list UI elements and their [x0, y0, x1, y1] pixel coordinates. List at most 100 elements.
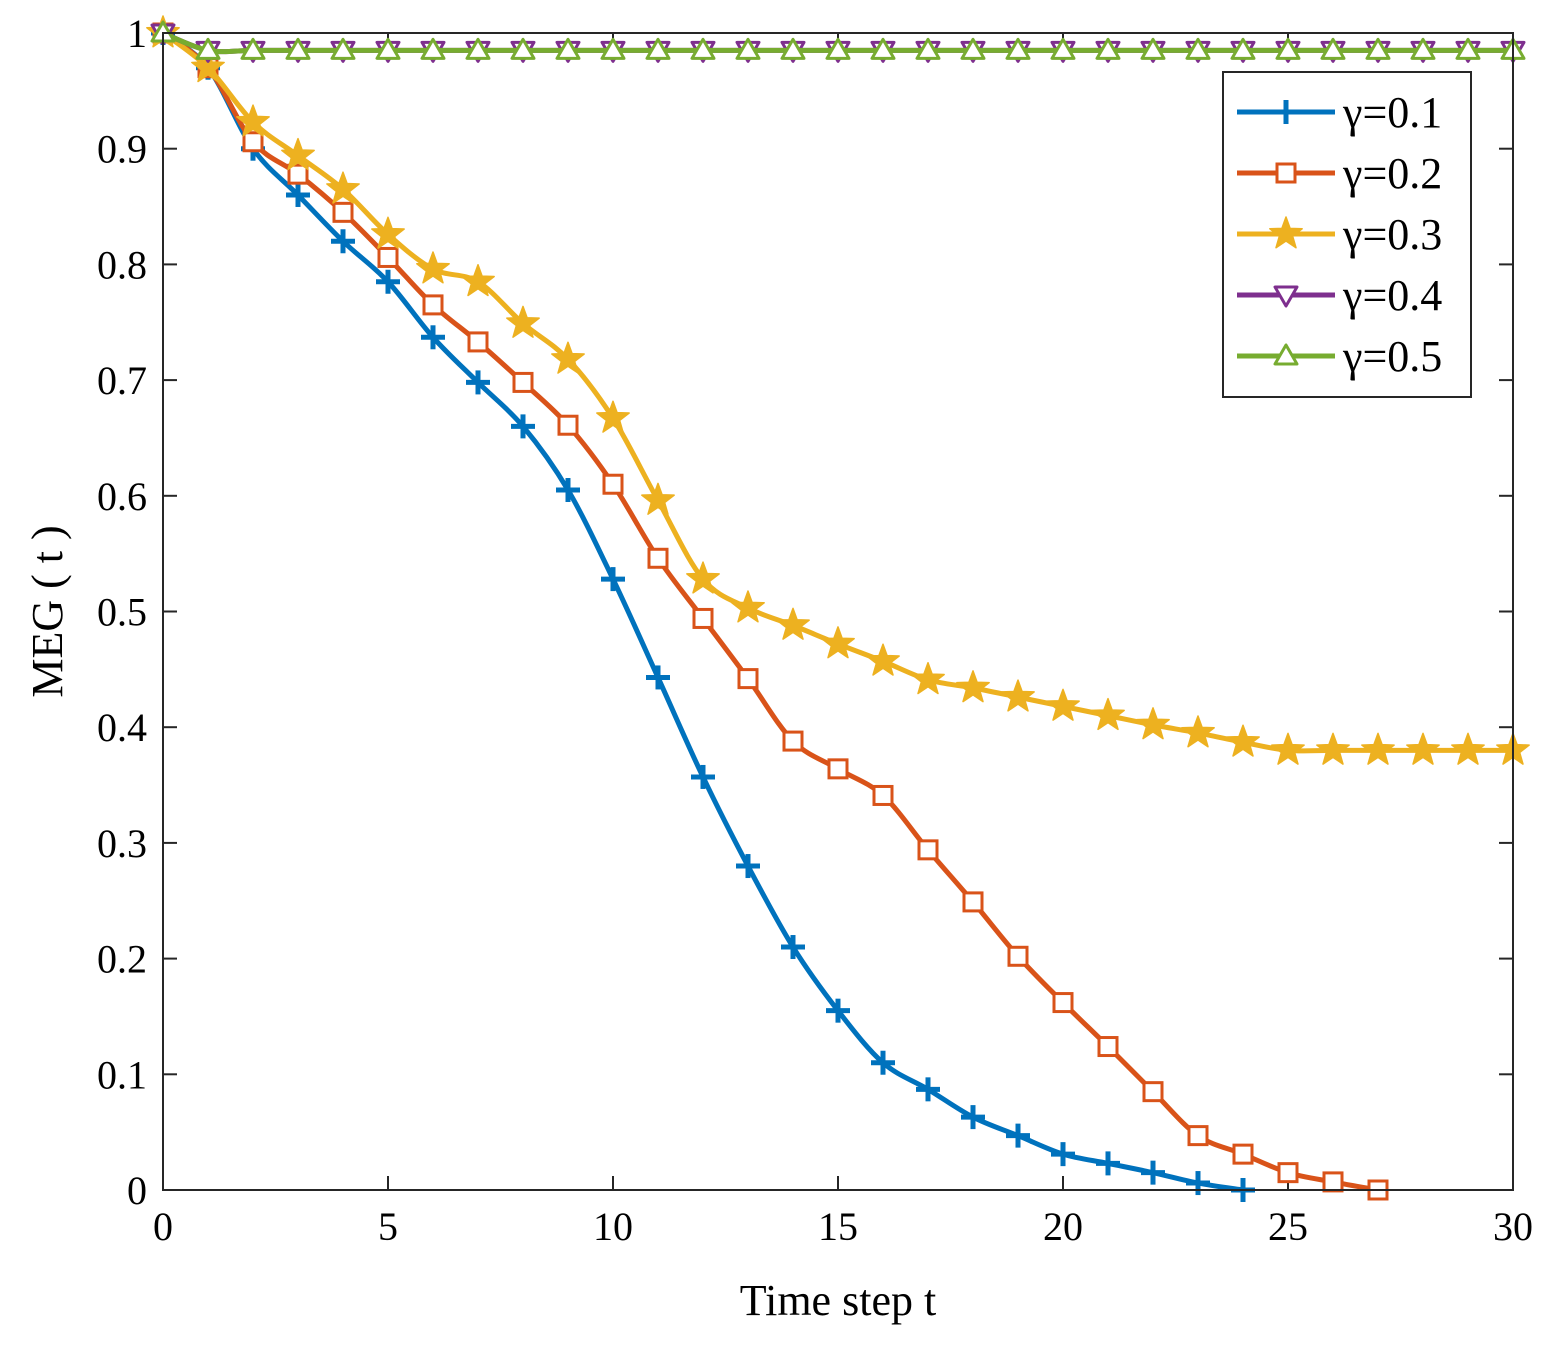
- data-point: [551, 341, 585, 374]
- legend-marker: [1274, 100, 1298, 124]
- data-point: [1006, 1123, 1030, 1148]
- legend-item: γ=0.3: [1237, 210, 1442, 259]
- data-point: [646, 665, 670, 690]
- data-point: [1052, 992, 1074, 1014]
- data-point: [422, 294, 444, 316]
- y-tick-label: 0.7: [97, 358, 147, 403]
- data-point: [782, 730, 804, 752]
- data-point: [195, 37, 221, 60]
- legend-label: γ=0.1: [1342, 88, 1442, 137]
- y-tick-label: 0.5: [97, 590, 147, 635]
- data-point: [240, 37, 266, 60]
- data-point: [1046, 688, 1080, 721]
- data-point: [960, 37, 986, 60]
- data-point: [1007, 945, 1029, 967]
- data-point: [1097, 1036, 1119, 1058]
- data-point: [866, 643, 900, 676]
- legend-marker: [1273, 285, 1299, 308]
- x-tick-label: 5: [378, 1204, 398, 1249]
- data-point: [601, 567, 625, 592]
- legend-marker: [1269, 216, 1303, 249]
- y-tick-label: 0.2: [97, 937, 147, 982]
- data-point: [781, 935, 805, 960]
- data-point: [1140, 37, 1166, 60]
- data-point: [555, 37, 581, 60]
- data-point: [1320, 37, 1346, 60]
- data-point: [1406, 732, 1440, 765]
- data-point: [1316, 732, 1350, 765]
- data-point: [287, 163, 309, 185]
- x-tick-label: 20: [1043, 1204, 1083, 1249]
- data-point: [506, 305, 540, 338]
- data-point: [1050, 37, 1076, 60]
- legend-label: γ=0.5: [1342, 332, 1442, 381]
- data-point: [375, 37, 401, 60]
- data-point: [961, 1105, 985, 1130]
- x-tick-label: 0: [153, 1204, 173, 1249]
- data-point: [557, 414, 579, 436]
- data-point: [872, 784, 894, 806]
- series-3: [146, 15, 1530, 765]
- data-point: [1181, 715, 1215, 748]
- data-point: [191, 49, 225, 83]
- y-tick-label: 0.1: [97, 1052, 147, 1097]
- y-tick-label: 0: [127, 1168, 147, 1213]
- legend: γ=0.1 γ=0.2 γ=0.3 γ=0.4 γ=0.5: [1222, 71, 1472, 398]
- data-point: [1230, 37, 1256, 60]
- data-point: [331, 229, 355, 254]
- data-point: [1096, 1151, 1120, 1176]
- series-layer: [146, 15, 1530, 1202]
- legend-label: γ=0.4: [1342, 271, 1442, 320]
- y-tick-label: 0.8: [97, 242, 147, 287]
- data-point: [511, 414, 535, 439]
- x-tick-label: 30: [1493, 1204, 1533, 1249]
- x-tick-label: 10: [593, 1204, 633, 1249]
- data-point: [692, 607, 714, 629]
- data-point: [1141, 1160, 1165, 1185]
- legend-item: γ=0.2: [1237, 149, 1442, 198]
- data-point: [286, 182, 310, 207]
- series-2: [152, 22, 1389, 1201]
- data-point: [1095, 37, 1121, 60]
- data-point: [600, 37, 626, 60]
- y-tick-label: 0.4: [97, 705, 147, 750]
- data-point: [510, 37, 536, 60]
- data-point: [911, 662, 945, 695]
- data-point: [1322, 1171, 1344, 1193]
- data-point: [917, 839, 939, 861]
- data-point: [821, 626, 855, 659]
- data-point: [826, 998, 850, 1023]
- y-tick-label: 0.6: [97, 474, 147, 519]
- data-point: [776, 607, 810, 640]
- series-5: [150, 20, 1526, 60]
- data-point: [870, 37, 896, 60]
- data-point: [371, 216, 405, 249]
- legend-item: γ=0.1: [1237, 88, 1442, 137]
- x-axis-label: Time step t: [740, 1276, 936, 1325]
- data-point: [236, 104, 270, 137]
- data-point: [1005, 37, 1031, 60]
- legend-label: γ=0.3: [1342, 210, 1442, 259]
- legend-item: γ=0.4: [1237, 271, 1442, 320]
- data-point: [1275, 37, 1301, 60]
- data-point: [1142, 1081, 1164, 1103]
- data-point: [1226, 724, 1260, 757]
- data-point: [242, 131, 264, 153]
- data-point: [1001, 679, 1035, 712]
- data-point: [956, 670, 990, 703]
- data-point: [645, 37, 671, 60]
- data-point: [780, 37, 806, 60]
- tick-labels: 0 5 10 15 20 25 30 0 0.1 0.2 0.3 0.4 0.5 0.6 0.7 0.8 0.9…: [97, 11, 1533, 1249]
- x-tick-label: 25: [1268, 1204, 1308, 1249]
- data-point: [281, 137, 315, 171]
- data-point: [330, 37, 356, 60]
- data-point: [461, 264, 495, 297]
- data-point: [1451, 732, 1485, 765]
- data-point: [332, 201, 354, 223]
- data-point: [825, 37, 851, 60]
- y-tick-label: 0.9: [97, 127, 147, 172]
- data-point: [556, 478, 580, 503]
- data-point: [326, 171, 360, 204]
- data-point: [1136, 707, 1170, 740]
